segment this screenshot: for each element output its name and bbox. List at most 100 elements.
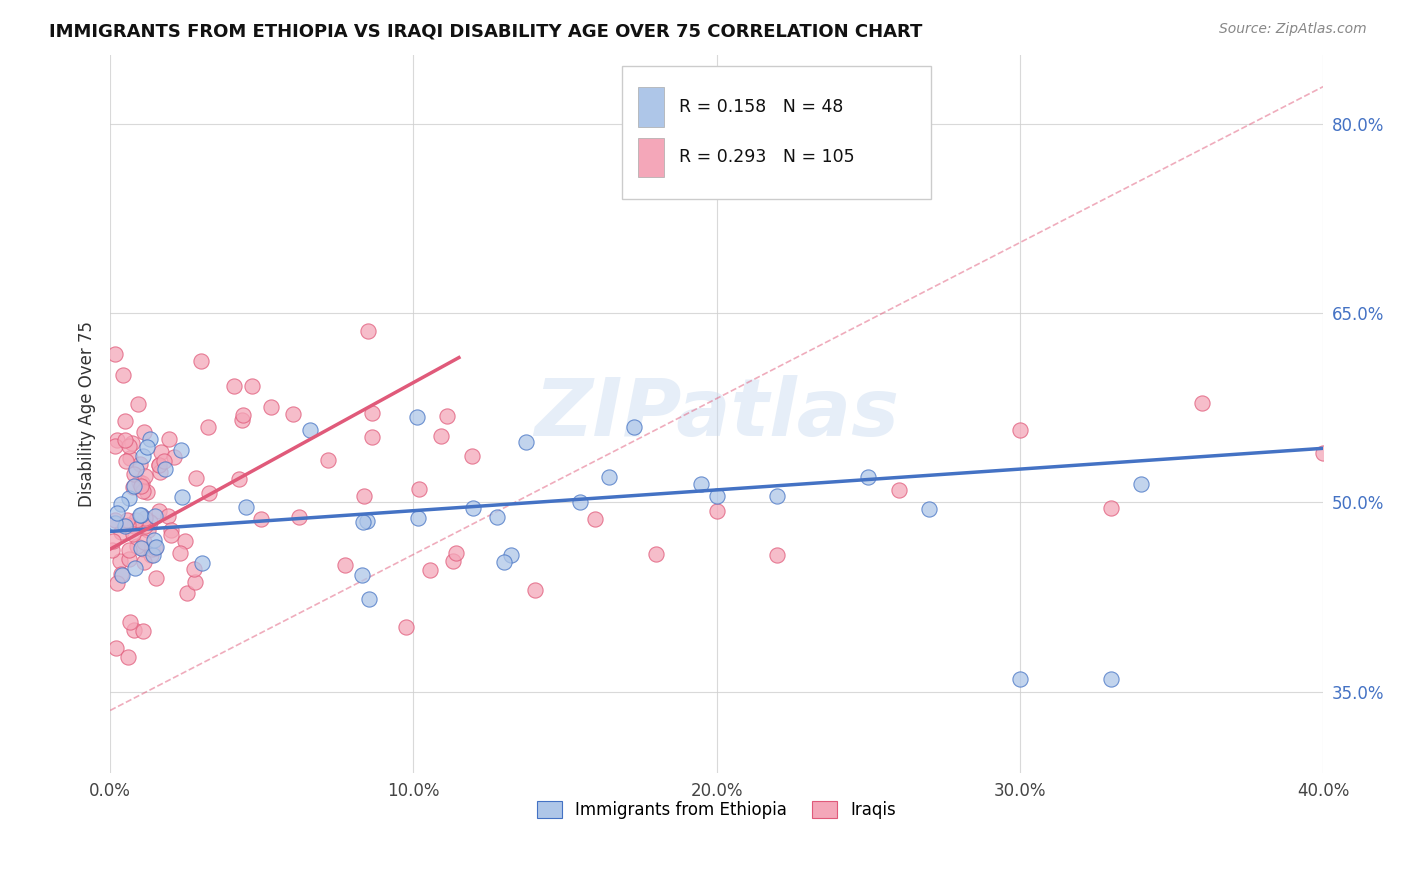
Point bbox=[122, 480, 145, 494]
Point bbox=[406, 510, 429, 524]
Point bbox=[1312, 446, 1334, 460]
Point bbox=[112, 368, 135, 382]
Point bbox=[318, 453, 340, 467]
Point bbox=[299, 423, 322, 437]
Point bbox=[690, 476, 713, 491]
Point bbox=[125, 539, 148, 553]
Point bbox=[169, 546, 191, 560]
Point bbox=[129, 508, 152, 523]
Point bbox=[129, 457, 152, 471]
Point bbox=[1099, 672, 1122, 686]
Text: R = 0.293   N = 105: R = 0.293 N = 105 bbox=[679, 148, 855, 167]
Point bbox=[395, 620, 418, 634]
Point bbox=[190, 354, 212, 368]
Point bbox=[125, 461, 148, 475]
Point bbox=[153, 462, 176, 476]
Point bbox=[139, 549, 162, 563]
Point bbox=[120, 615, 142, 630]
Point bbox=[114, 414, 136, 428]
Point bbox=[160, 528, 183, 542]
Point bbox=[143, 541, 166, 555]
Point bbox=[197, 419, 219, 434]
Point bbox=[887, 483, 910, 498]
Point bbox=[131, 483, 153, 498]
Point bbox=[115, 454, 138, 468]
Y-axis label: Disability Age Over 75: Disability Age Over 75 bbox=[79, 321, 96, 508]
Point bbox=[197, 486, 219, 500]
Point bbox=[142, 533, 165, 548]
Point bbox=[142, 548, 165, 562]
Point bbox=[129, 541, 152, 556]
Point bbox=[108, 553, 131, 567]
Point bbox=[523, 582, 546, 597]
Point bbox=[1130, 476, 1153, 491]
Point bbox=[249, 512, 271, 526]
Point bbox=[287, 509, 309, 524]
Point bbox=[104, 513, 127, 527]
Point bbox=[1099, 501, 1122, 516]
Point bbox=[858, 470, 880, 484]
Point bbox=[430, 429, 453, 443]
Point bbox=[121, 436, 143, 450]
Point bbox=[706, 504, 728, 518]
Point bbox=[125, 513, 148, 527]
Point bbox=[231, 413, 253, 427]
Point bbox=[104, 439, 127, 453]
Point bbox=[240, 379, 263, 393]
Point bbox=[766, 489, 789, 503]
Point bbox=[128, 475, 150, 489]
Point bbox=[148, 458, 170, 472]
Point bbox=[117, 542, 139, 557]
Point bbox=[232, 409, 254, 423]
Point bbox=[170, 443, 193, 458]
Point bbox=[515, 435, 537, 450]
Point bbox=[408, 482, 430, 496]
Point bbox=[176, 586, 198, 600]
Text: IMMIGRANTS FROM ETHIOPIA VS IRAQI DISABILITY AGE OVER 75 CORRELATION CHART: IMMIGRANTS FROM ETHIOPIA VS IRAQI DISABI… bbox=[49, 22, 922, 40]
Point bbox=[122, 478, 145, 492]
Point bbox=[122, 527, 145, 541]
Point bbox=[645, 547, 668, 561]
Point bbox=[134, 511, 156, 525]
Point bbox=[706, 489, 728, 503]
Point bbox=[406, 409, 429, 424]
Text: ZIPatlas: ZIPatlas bbox=[534, 376, 900, 453]
Point bbox=[583, 512, 606, 526]
Point bbox=[486, 509, 509, 524]
Point bbox=[162, 450, 184, 465]
Point bbox=[283, 407, 305, 421]
Point bbox=[114, 519, 136, 533]
Point bbox=[260, 400, 283, 414]
Point bbox=[569, 495, 592, 509]
Point bbox=[105, 433, 128, 447]
Point bbox=[235, 500, 257, 515]
Point bbox=[105, 506, 128, 520]
Point bbox=[1008, 672, 1031, 686]
Point bbox=[127, 397, 149, 411]
Point bbox=[132, 534, 155, 549]
Point bbox=[1191, 395, 1213, 409]
Point bbox=[129, 508, 152, 522]
Point bbox=[134, 469, 156, 483]
Point bbox=[441, 554, 464, 568]
Point bbox=[150, 445, 173, 459]
Point bbox=[918, 501, 941, 516]
Point bbox=[419, 563, 441, 577]
Point bbox=[461, 449, 484, 463]
Point bbox=[148, 503, 170, 517]
Point bbox=[118, 451, 141, 466]
Point bbox=[117, 650, 139, 665]
Point bbox=[141, 542, 163, 557]
Point bbox=[104, 347, 127, 361]
Point bbox=[132, 425, 155, 440]
FancyBboxPatch shape bbox=[621, 66, 931, 199]
Point bbox=[122, 519, 145, 533]
Point bbox=[111, 567, 134, 582]
Point bbox=[110, 525, 132, 540]
Point bbox=[122, 623, 145, 637]
Point bbox=[131, 476, 153, 491]
Point bbox=[104, 640, 127, 655]
Point bbox=[100, 542, 122, 557]
Point bbox=[352, 567, 374, 582]
Point bbox=[360, 430, 382, 444]
